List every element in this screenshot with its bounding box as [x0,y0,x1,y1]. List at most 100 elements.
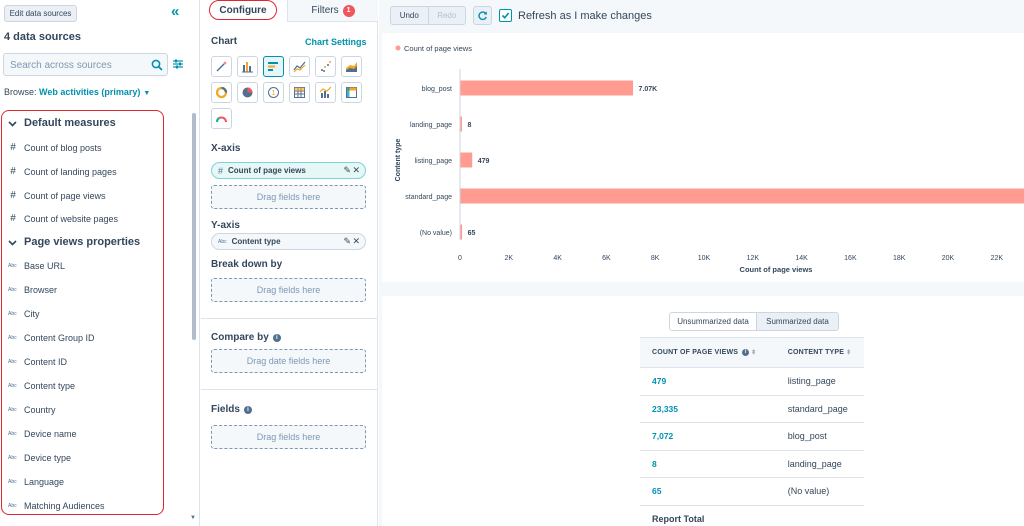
chart-type-combo-button[interactable] [315,82,336,103]
edit-data-sources-button[interactable]: Edit data sources [4,5,77,22]
field-label: Content ID [24,357,68,367]
column-header-content-type[interactable]: CONTENT TYPE ⬍ [775,337,864,368]
chart-type-auto-button[interactable] [211,56,232,77]
field-browser[interactable]: Abc Browser [8,285,57,295]
collapse-panel-icon[interactable]: « [171,3,180,20]
x-axis-dropzone[interactable]: Drag fields here [211,185,366,209]
compare-by-dropzone[interactable]: Drag date fields here [211,349,366,373]
group-page-views-properties[interactable]: Page views properties [8,236,140,248]
chart-type-scatter-button[interactable] [315,56,336,77]
count-cell[interactable]: 479 [640,367,776,396]
unsummarized-data-button[interactable]: Unsummarized data [670,313,757,330]
y-axis-field-pill[interactable]: Abc Content type ✎ ✕ [211,233,366,250]
chart-type-line-button[interactable] [289,56,310,77]
field-device-name[interactable]: Abc Device name [8,429,77,439]
info-icon[interactable]: i [243,406,252,414]
x-axis-field-label: Count of page views [228,166,306,175]
column-header-count[interactable]: COUNT OF PAGE VIEWS i ⬍ [640,337,776,368]
column-header-label: CONTENT TYPE [787,349,845,356]
chart-type-area-button[interactable] [341,56,362,77]
chart-type-kpi-button[interactable]: 1 [263,82,284,103]
chart-type-table-button[interactable] [289,82,310,103]
group-default-measures[interactable]: Default measures [8,117,116,129]
redo-button[interactable]: Redo [437,11,457,20]
total-empty-cell [776,505,864,526]
data-view-toggle: Unsummarized data Summarized data [669,312,839,331]
field-base-url[interactable]: Abc Base URL [8,261,65,271]
report-total-label: Report Total [652,514,705,524]
table-row: 65 (No value) [640,477,864,506]
tab-filters[interactable]: Filters 1 [287,0,378,22]
field-count-of-website-pages[interactable]: # Count of website pages [8,213,118,224]
field-count-of-landing-pages[interactable]: # Count of landing pages [8,166,116,177]
count-cell[interactable]: 23,335 [640,395,776,423]
search-sources-input[interactable] [10,58,140,72]
summarized-data-button[interactable]: Summarized data [756,313,838,330]
field-matching-audiences[interactable]: Abc Matching Audiences [8,501,105,511]
chart-type-bar-button[interactable] [263,56,284,77]
text-type-icon: Abc [8,383,17,389]
field-country[interactable]: Abc Country [8,405,56,415]
refresh-icon [478,11,487,21]
refresh-button[interactable] [473,6,492,25]
break-down-dropzone[interactable]: Drag fields here [211,278,366,302]
kpi-icon: 1 [268,87,279,98]
chevron-down-icon [8,239,17,246]
svg-text:1: 1 [272,90,276,97]
field-content-group-id[interactable]: Abc Content Group ID [8,333,95,343]
compare-by-title: Compare by i [211,332,281,343]
text-type-icon: Abc [8,263,17,269]
pie-chart-icon [242,87,253,98]
field-city[interactable]: Abc City [8,309,40,319]
fields-label: Fields [211,404,240,415]
field-language[interactable]: Abc Language [8,477,64,487]
chart-type-pivot-button[interactable] [341,82,362,103]
number-icon: # [10,166,16,177]
filter-sliders-icon[interactable] [172,58,184,70]
undo-button[interactable]: Undo [391,7,429,24]
data-sources-panel: Edit data sources « 4 data sources Brows… [0,0,200,526]
table-total-row: Report Total [640,505,864,526]
search-icon[interactable] [151,59,163,71]
chart-type-gauge-button[interactable] [211,108,232,129]
fields-dropzone[interactable]: Drag fields here [211,425,366,449]
field-count-of-page-views[interactable]: # Count of page views [8,190,105,201]
field-device-type[interactable]: Abc Device type [8,453,71,463]
table-row: 479 listing_page [640,367,864,396]
scroll-down-arrow-icon[interactable]: ▼ [190,515,196,521]
column-chart-icon [242,62,253,73]
field-count-of-blog-posts[interactable]: # Count of blog posts [8,142,101,153]
scrollbar-thumb[interactable] [192,113,196,340]
count-cell[interactable]: 65 [640,477,776,506]
info-icon[interactable]: i [742,349,750,356]
field-content-type[interactable]: Abc Content type [8,381,75,391]
count-cell[interactable]: 7,072 [640,422,776,451]
sort-icon[interactable]: ⬍ [846,350,852,356]
browse-value[interactable]: Web activities (primary) [39,87,141,97]
remove-x-icon[interactable]: ✕ [352,165,360,175]
table-row: 8 landing_page [640,450,864,478]
pencil-icon[interactable]: ✎ [343,165,351,175]
browse-selector[interactable]: Browse: Web activities (primary) ▼ [4,87,150,97]
x-tick-label: 6K [602,255,611,262]
x-axis-field-pill[interactable]: # Count of page views ✎ ✕ [211,162,366,179]
refresh-checkbox[interactable] [499,9,512,22]
x-tick-label: 18K [893,255,906,262]
pencil-icon[interactable]: ✎ [343,236,351,246]
chart-type-pie-button[interactable] [237,82,258,103]
remove-x-icon[interactable]: ✕ [352,236,360,246]
x-tick-label: 22K [991,255,1004,262]
info-icon[interactable]: i [272,334,281,342]
bar [460,116,462,132]
sort-icon[interactable]: ⬍ [751,350,757,356]
chart-settings-link[interactable]: Chart Settings [305,37,367,47]
content-type-cell: (No value) [775,477,864,506]
field-label: Language [24,477,65,487]
category-tick-label: standard_page [405,194,452,201]
chart-type-column-button[interactable] [237,56,258,77]
chart-type-donut-button[interactable] [211,82,232,103]
field-content-id[interactable]: Abc Content ID [8,357,67,367]
category-tick-label: landing_page [410,122,452,129]
tab-configure[interactable]: Configure [209,0,277,20]
count-cell[interactable]: 8 [640,450,776,478]
